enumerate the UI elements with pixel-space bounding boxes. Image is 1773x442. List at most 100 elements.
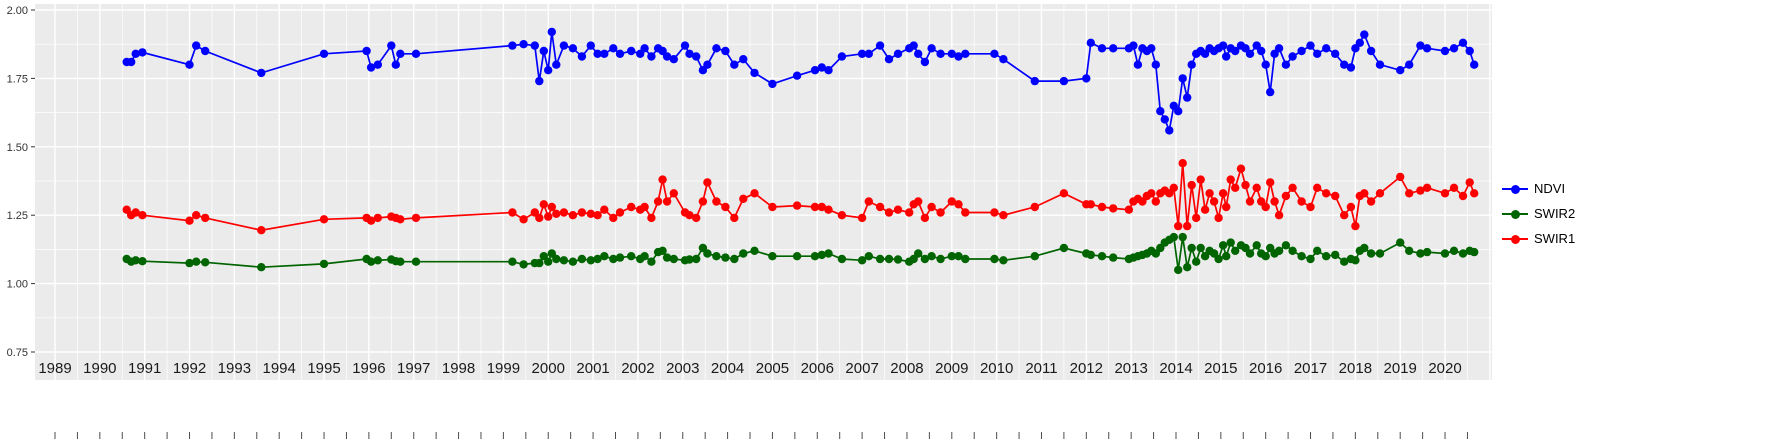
x-axis-tick-label: 2012 xyxy=(1070,360,1103,377)
series-swir2 xyxy=(122,232,1479,275)
data-point xyxy=(1351,221,1360,231)
x-axis-tick-label: 2013 xyxy=(1114,360,1147,377)
data-point xyxy=(1218,41,1228,50)
data-point xyxy=(768,252,777,261)
data-point xyxy=(586,41,595,50)
y-axis-tick-label: 1.50 xyxy=(7,142,28,154)
data-point xyxy=(201,258,210,267)
data-point xyxy=(1331,49,1340,58)
x-axis-tick-label: 2019 xyxy=(1384,360,1417,377)
data-point xyxy=(817,202,826,212)
data-point xyxy=(909,41,918,50)
data-point xyxy=(1082,74,1091,83)
data-point xyxy=(131,49,140,58)
x-axis-tick-label: 1996 xyxy=(352,360,385,377)
data-point xyxy=(1218,241,1228,250)
data-point xyxy=(1222,52,1231,61)
data-point xyxy=(1147,189,1156,198)
data-point xyxy=(669,55,678,64)
data-point xyxy=(1252,183,1261,192)
data-point xyxy=(669,189,678,198)
data-point xyxy=(864,49,873,58)
data-point xyxy=(999,55,1008,64)
data-point xyxy=(837,52,847,61)
data-point xyxy=(586,209,595,218)
data-point xyxy=(1355,38,1365,47)
data-point xyxy=(990,254,999,264)
data-point xyxy=(1366,249,1376,258)
data-point xyxy=(1458,249,1468,258)
data-point xyxy=(920,57,930,67)
data-point xyxy=(1281,241,1291,250)
data-point xyxy=(1261,202,1270,212)
data-point xyxy=(1261,60,1270,69)
data-point xyxy=(127,57,136,67)
data-point xyxy=(703,249,712,258)
x-axis-tick-label: 2010 xyxy=(980,360,1013,377)
x-axis-tick-label: 2005 xyxy=(756,360,789,377)
data-point xyxy=(658,175,667,184)
data-point xyxy=(1422,247,1432,257)
data-point xyxy=(627,252,636,261)
legend-dot-icon xyxy=(1510,184,1520,194)
data-point xyxy=(647,257,656,266)
data-point xyxy=(411,49,421,58)
data-point xyxy=(535,76,544,86)
x-axis-tick-label: 1997 xyxy=(397,360,430,377)
x-axis-tick-label: 2015 xyxy=(1204,360,1237,377)
data-point xyxy=(568,257,578,266)
data-point xyxy=(1288,246,1297,255)
data-point xyxy=(1322,44,1331,53)
data-point xyxy=(552,209,561,218)
data-point xyxy=(817,63,826,72)
data-point xyxy=(1396,172,1405,182)
data-point xyxy=(411,213,421,223)
x-axis-tick-label: 2008 xyxy=(890,360,923,377)
data-point xyxy=(1322,189,1331,198)
data-point xyxy=(1306,202,1315,212)
data-point xyxy=(837,211,847,220)
data-point xyxy=(1059,76,1069,86)
data-point xyxy=(920,254,930,264)
data-point xyxy=(1059,243,1069,253)
data-point xyxy=(640,44,649,53)
data-point xyxy=(857,213,867,223)
data-point xyxy=(792,201,802,210)
x-axis-tick-label: 1995 xyxy=(307,360,340,377)
data-point xyxy=(792,71,802,80)
x-axis-tick-label: 2000 xyxy=(532,360,565,377)
data-point xyxy=(1416,249,1425,258)
data-point xyxy=(750,68,759,78)
data-point xyxy=(257,263,266,272)
data-point xyxy=(792,252,802,261)
data-point xyxy=(1245,197,1255,206)
data-point xyxy=(961,49,970,58)
data-point xyxy=(508,41,517,50)
data-point xyxy=(1375,189,1385,198)
data-point xyxy=(1183,221,1192,231)
data-point xyxy=(692,52,701,61)
legend-label-swir1: SWIR1 xyxy=(1534,231,1576,246)
data-point xyxy=(875,41,885,50)
data-point xyxy=(698,197,708,206)
y-axis-tick-label: 1.25 xyxy=(7,210,28,222)
data-point xyxy=(1416,186,1425,195)
data-point xyxy=(396,257,405,266)
data-point xyxy=(1274,44,1284,53)
data-point xyxy=(1059,189,1069,198)
data-point xyxy=(593,254,602,264)
x-axis-tick-label: 2004 xyxy=(711,360,744,377)
data-point xyxy=(1209,197,1219,206)
data-point xyxy=(593,211,602,220)
data-point xyxy=(1360,189,1369,198)
data-point xyxy=(519,260,528,269)
data-point xyxy=(1360,30,1369,39)
data-point xyxy=(1313,49,1322,58)
data-point xyxy=(1252,241,1261,250)
data-point xyxy=(864,252,873,261)
y-axis-tick-label: 0.75 xyxy=(7,347,28,359)
data-point xyxy=(692,213,701,223)
series-swir1 xyxy=(122,159,1479,235)
data-point xyxy=(1151,197,1161,206)
